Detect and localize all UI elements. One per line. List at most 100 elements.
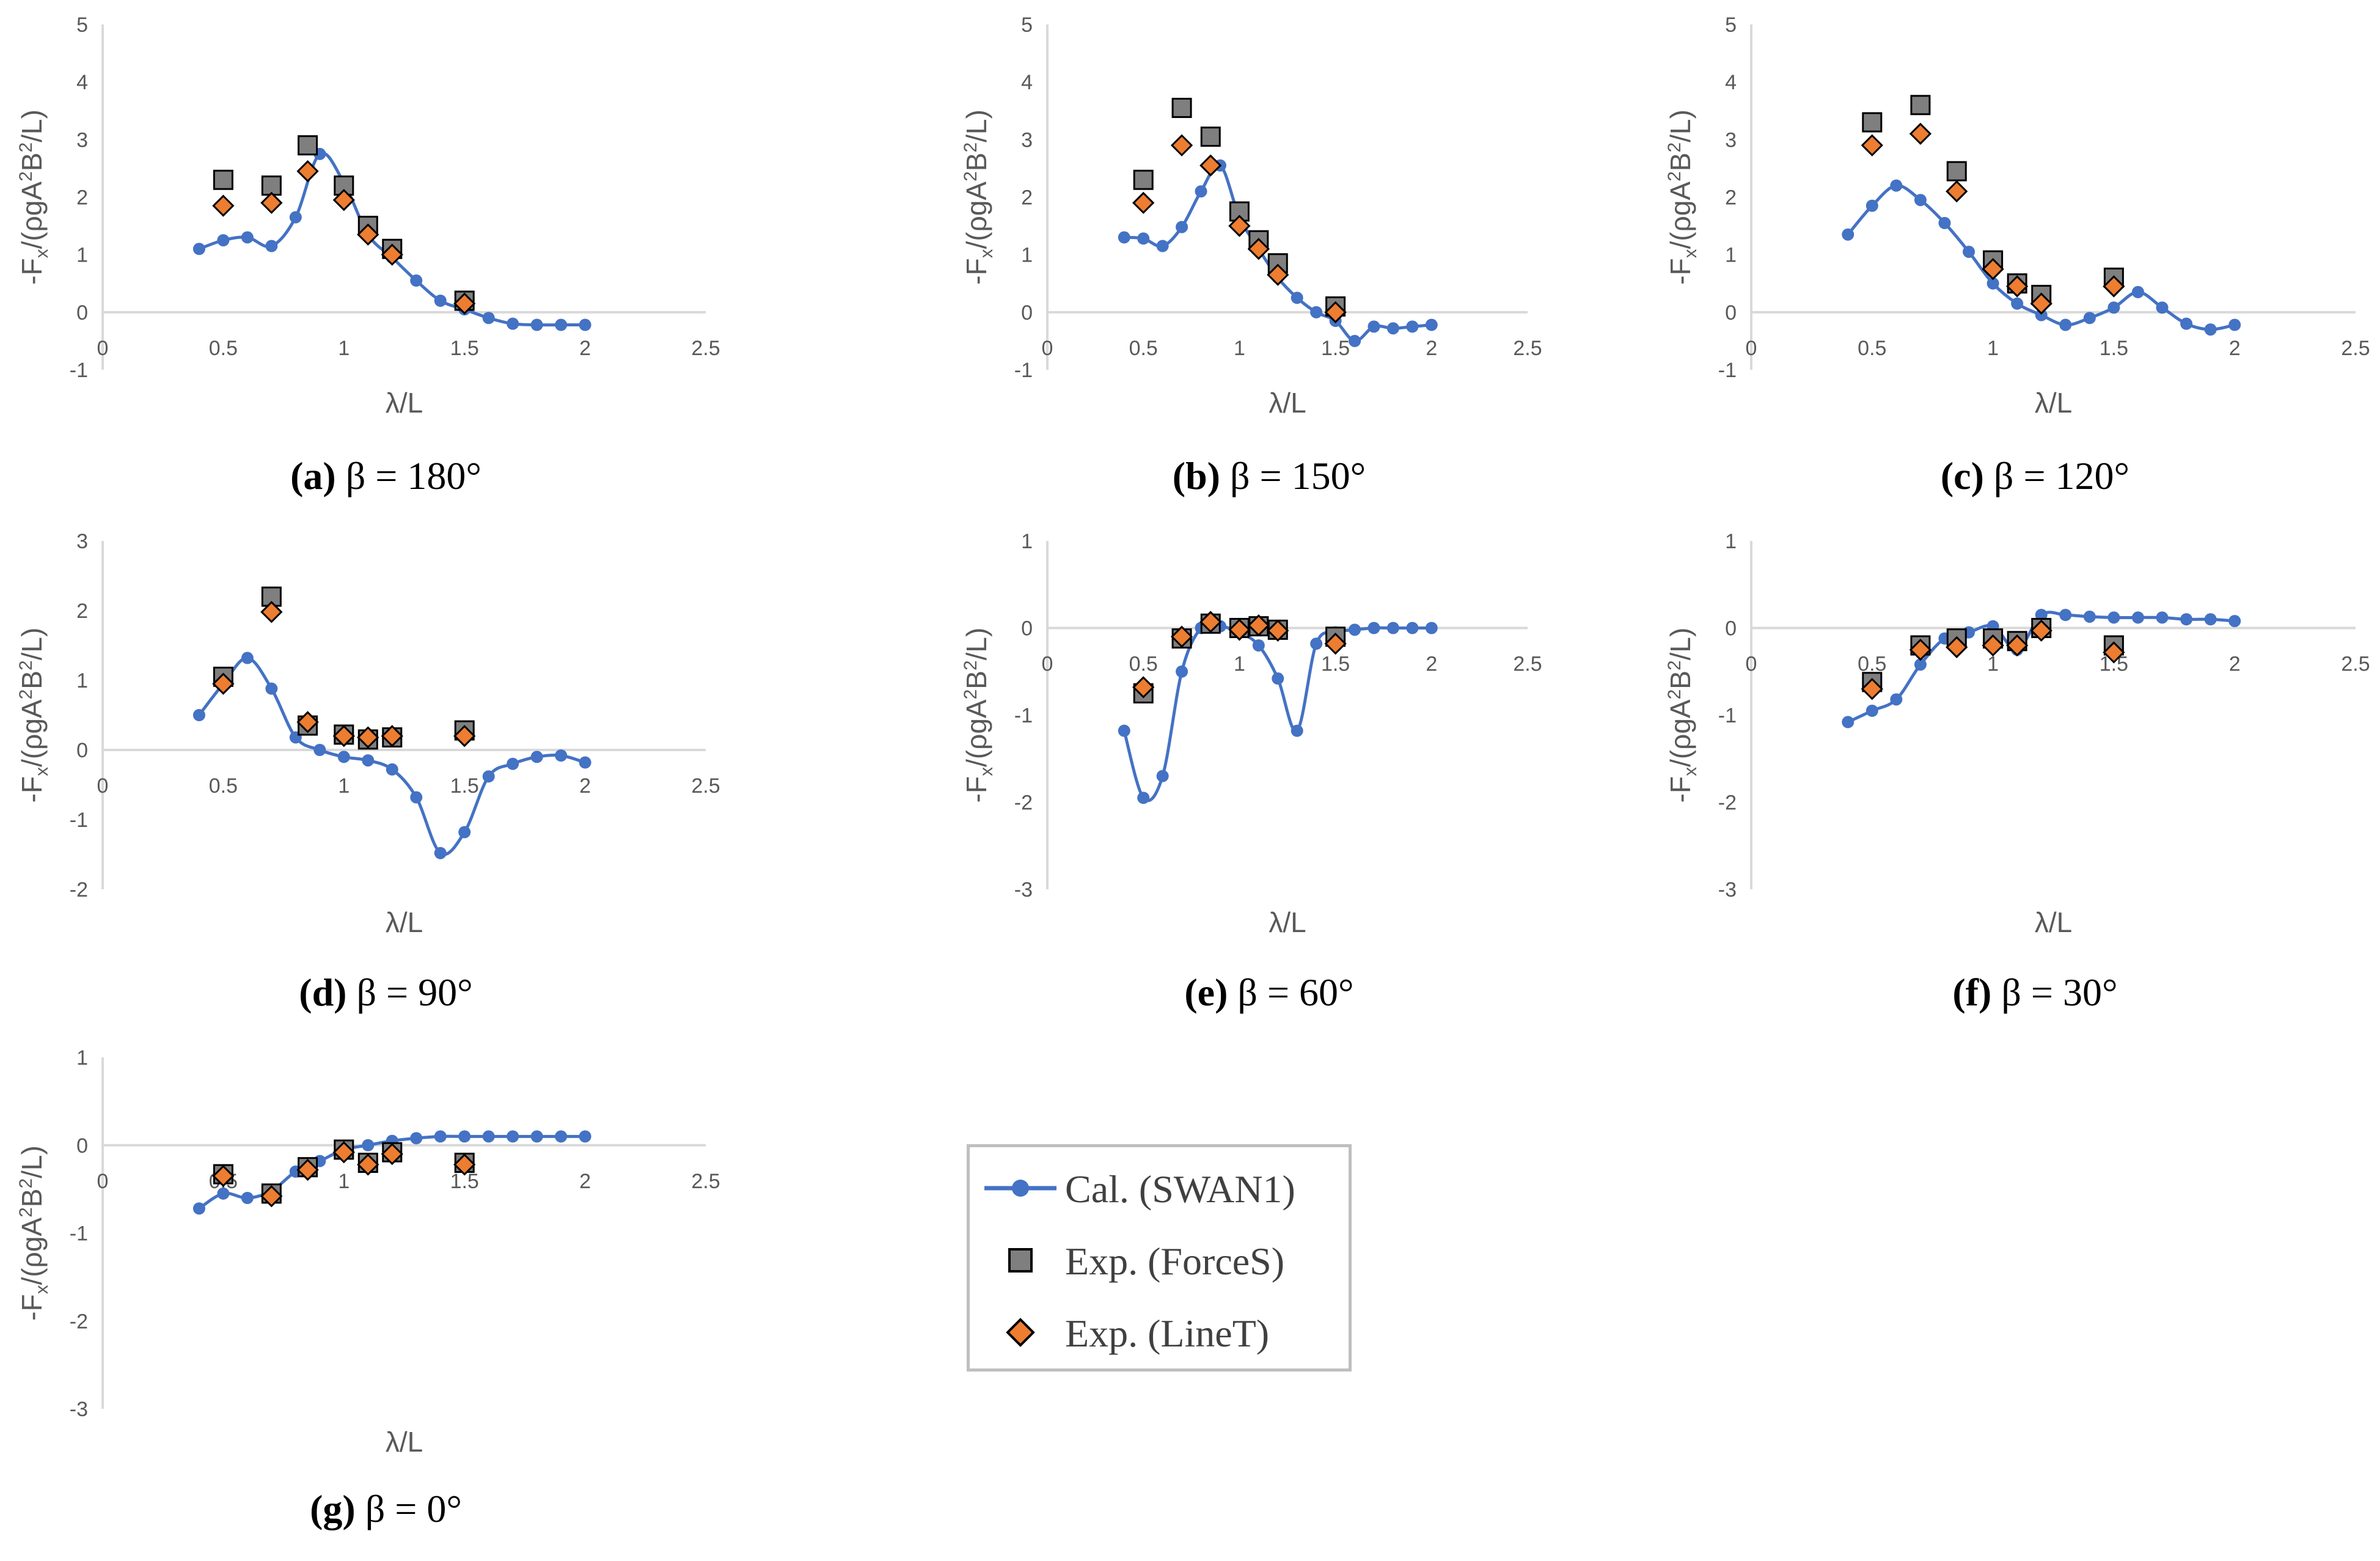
x-tick-label: 2.5 xyxy=(2341,337,2370,360)
x-tick-label: 0.5 xyxy=(209,337,238,360)
data-point-linet xyxy=(1228,619,1251,641)
series-line-cal xyxy=(197,656,586,856)
data-point-cal xyxy=(362,1139,375,1151)
x-tick-label: 0 xyxy=(1042,653,1053,676)
legend-item-cal: Cal. (SWAN1) xyxy=(981,1161,1347,1216)
x-tick-label: 2.5 xyxy=(691,1170,720,1193)
y-title-part: B xyxy=(16,1189,48,1208)
legend-item-linet: Exp. (LineT) xyxy=(981,1305,1347,1360)
data-point-forces xyxy=(1946,161,1967,182)
x-tick-label: 1.5 xyxy=(1321,337,1350,360)
data-point-cal xyxy=(217,234,230,247)
legend: Cal. (SWAN1) Exp. (ForceS) Exp. (LineT) xyxy=(967,1144,1352,1372)
y-tick-label: -1 xyxy=(1014,704,1033,727)
data-point-forces xyxy=(213,169,233,190)
data-point-linet xyxy=(1132,191,1155,215)
x-tick-label: 1 xyxy=(338,1170,350,1193)
data-point-linet xyxy=(2030,619,2052,642)
y-tick-label: -1 xyxy=(1718,704,1737,727)
data-point-linet xyxy=(1170,625,1193,648)
data-point-forces xyxy=(298,135,318,156)
data-point-linet xyxy=(1861,678,1883,700)
data-point-linet xyxy=(1324,633,1347,655)
y-axis-title: -Fx/(ρgA2B2/L) xyxy=(1664,628,1701,803)
data-point-cal xyxy=(1866,704,1878,717)
data-point-cal xyxy=(1252,639,1265,652)
data-point-linet xyxy=(296,1158,319,1181)
data-point-cal xyxy=(579,318,591,331)
x-tick-label: 2.5 xyxy=(2341,653,2370,676)
y-tick-label: 2 xyxy=(1725,186,1737,210)
chart-caption: (f) β = 30° xyxy=(1952,971,2117,1014)
chart-caption: (b) β = 150° xyxy=(1173,454,1366,498)
data-point-cal xyxy=(434,847,447,859)
x-tick-label: 0.5 xyxy=(1129,337,1158,360)
y-tick-label: 5 xyxy=(76,13,88,37)
y-title-sup: 2 xyxy=(16,689,36,700)
chart-g: -3-2-10100.511.522.5λ/L-Fx/(ρgA2B2/L)(g)… xyxy=(16,1046,720,1530)
x-tick-label: 0.5 xyxy=(209,774,238,798)
y-title-part: /L) xyxy=(961,109,992,142)
chart-caption: (d) β = 90° xyxy=(299,971,472,1014)
data-point-cal xyxy=(482,312,495,325)
data-point-cal xyxy=(2107,611,2120,624)
y-title-part: /L) xyxy=(16,1145,48,1178)
data-point-linet xyxy=(1170,134,1193,156)
data-point-cal xyxy=(2228,615,2241,628)
data-point-cal xyxy=(555,1130,568,1143)
y-title-part: /(ρgA xyxy=(16,699,48,767)
caption-letter: (f) xyxy=(1952,971,1991,1014)
y-title-sup: 2 xyxy=(16,660,36,670)
data-point-cal xyxy=(1349,623,1361,636)
x-tick-label: 0 xyxy=(97,337,109,360)
data-point-cal xyxy=(410,1132,423,1145)
data-point-cal xyxy=(1386,622,1399,634)
y-title-part: -F xyxy=(16,258,48,284)
caption-text: β = 120° xyxy=(1984,454,2129,498)
data-point-linet xyxy=(381,725,403,747)
y-title-sup: 2 xyxy=(961,142,981,153)
y-tick-label: 0 xyxy=(1725,301,1737,325)
y-title-part: /(ρgA xyxy=(961,699,992,767)
legend-item-forces: Exp. (ForceS) xyxy=(981,1233,1347,1288)
y-tick-label: -1 xyxy=(1014,359,1033,382)
x-tick-label: 1.5 xyxy=(450,337,479,360)
chart-caption: (e) β = 60° xyxy=(1184,971,1353,1014)
y-title-part: B xyxy=(1664,153,1696,172)
x-tick-label: 1.5 xyxy=(450,774,479,798)
data-point-cal xyxy=(2180,317,2193,330)
data-point-cal xyxy=(1866,199,1878,212)
x-tick-label: 1 xyxy=(1987,653,1999,676)
x-tick-label: 0 xyxy=(1746,653,1757,676)
data-point-cal xyxy=(2204,323,2217,336)
y-tick-label: 2 xyxy=(76,186,88,210)
data-point-linet xyxy=(212,672,235,695)
data-point-cal xyxy=(530,751,543,763)
data-point-cal xyxy=(2059,318,2072,331)
data-point-linet xyxy=(2006,634,2029,657)
data-point-linet xyxy=(212,1164,235,1188)
data-point-linet xyxy=(453,1153,476,1176)
y-tick-label: 4 xyxy=(76,71,88,94)
data-point-cal xyxy=(241,652,254,664)
caption-letter: (d) xyxy=(299,971,346,1014)
y-tick-label: 5 xyxy=(1021,13,1033,37)
y-axis-title: -Fx/(ρgA2B2/L) xyxy=(961,109,997,285)
data-point-linet xyxy=(1199,611,1222,633)
y-title-sup: 2 xyxy=(1664,142,1685,153)
line-marker-icon xyxy=(984,1180,1056,1197)
data-point-cal xyxy=(386,763,398,776)
x-tick-label: 2 xyxy=(1426,653,1437,676)
data-point-cal xyxy=(1156,769,1169,782)
y-axis-title: -Fx/(ρgA2B2/L) xyxy=(16,1145,52,1321)
data-point-cal xyxy=(1406,320,1419,333)
x-tick-label: 2 xyxy=(579,337,591,360)
data-point-cal xyxy=(241,1192,254,1204)
data-point-cal xyxy=(1176,665,1188,678)
y-tick-label: 3 xyxy=(1021,128,1033,152)
data-point-cal xyxy=(1842,716,1855,729)
x-tick-label: 2.5 xyxy=(1513,337,1542,360)
y-tick-label: -1 xyxy=(1718,359,1737,382)
y-tick-label: 4 xyxy=(1021,71,1033,94)
